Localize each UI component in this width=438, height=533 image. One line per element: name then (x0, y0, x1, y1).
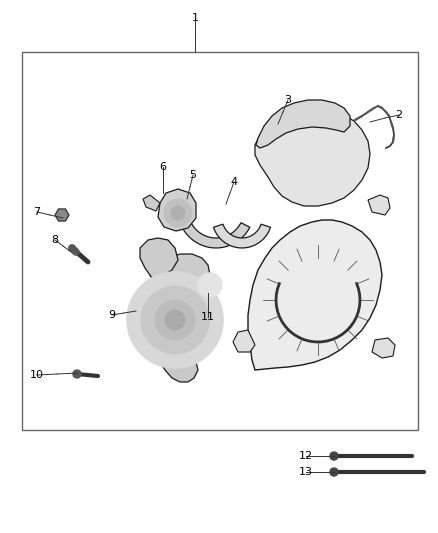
Circle shape (165, 310, 185, 330)
Text: 1: 1 (191, 13, 198, 23)
Polygon shape (255, 110, 370, 206)
Polygon shape (150, 254, 210, 295)
Circle shape (155, 300, 195, 340)
Circle shape (330, 452, 338, 460)
Polygon shape (158, 189, 196, 231)
Polygon shape (372, 338, 395, 358)
Text: 4: 4 (230, 177, 237, 187)
Circle shape (73, 370, 81, 378)
Circle shape (164, 199, 192, 227)
Text: 10: 10 (30, 370, 44, 380)
Polygon shape (248, 220, 382, 370)
Circle shape (127, 272, 223, 368)
Text: 5: 5 (190, 170, 197, 180)
Text: 2: 2 (396, 110, 403, 120)
Polygon shape (213, 224, 271, 248)
Text: 9: 9 (109, 310, 116, 320)
Polygon shape (256, 100, 350, 148)
Polygon shape (55, 209, 69, 221)
Text: 6: 6 (159, 162, 166, 172)
Polygon shape (368, 195, 390, 215)
Text: 7: 7 (33, 207, 41, 217)
Text: 13: 13 (299, 467, 313, 477)
Bar (22, 52, 418, 430)
Circle shape (171, 206, 185, 220)
Circle shape (141, 286, 209, 354)
Text: 11: 11 (201, 312, 215, 322)
Polygon shape (140, 238, 178, 278)
Polygon shape (182, 223, 250, 248)
Circle shape (198, 273, 222, 297)
Polygon shape (143, 195, 160, 211)
Polygon shape (233, 330, 255, 352)
Circle shape (330, 468, 338, 476)
Text: 3: 3 (285, 95, 292, 105)
Polygon shape (160, 354, 198, 382)
Text: 8: 8 (51, 235, 59, 245)
Circle shape (69, 245, 75, 251)
Text: 12: 12 (299, 451, 313, 461)
